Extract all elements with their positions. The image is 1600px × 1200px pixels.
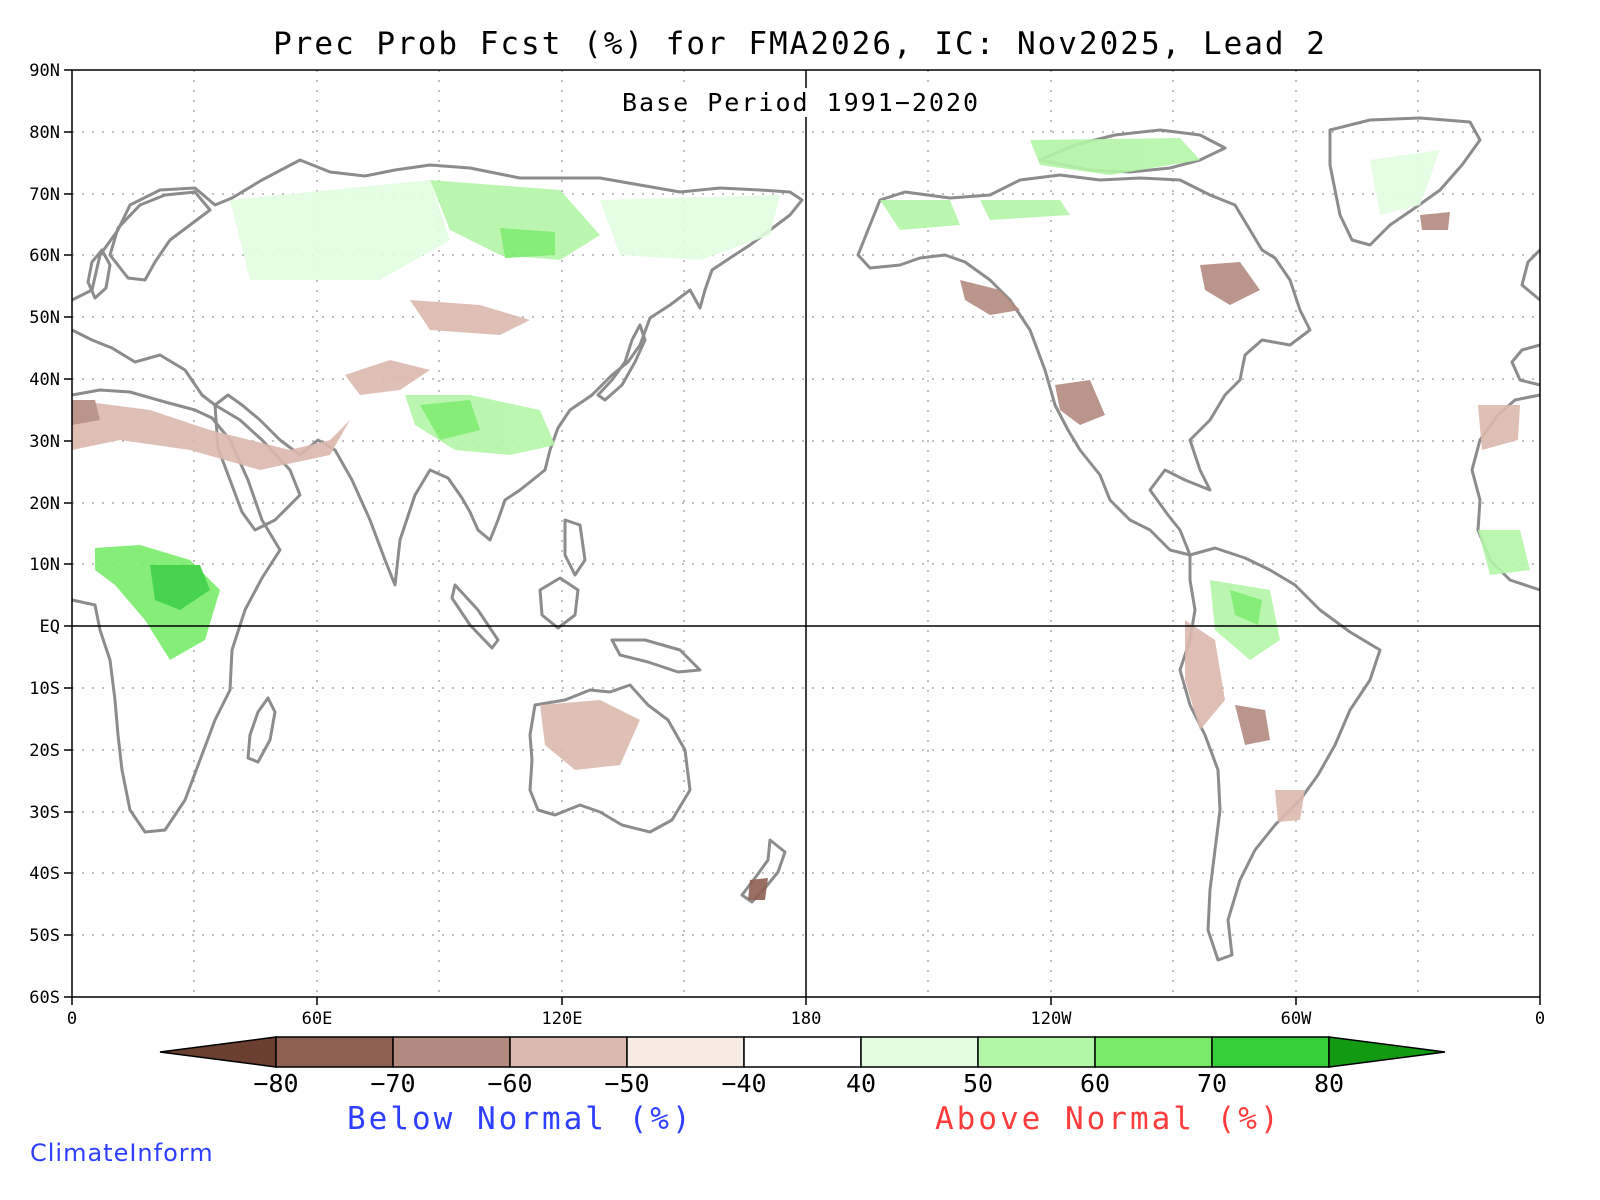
colorbar-swatch-4 bbox=[626, 1036, 745, 1068]
borneo-outline bbox=[538, 576, 580, 630]
lon-tick-label: 60E bbox=[302, 1009, 333, 1029]
colorbar-swatch-9 bbox=[1211, 1036, 1330, 1068]
britain-outline bbox=[86, 248, 112, 300]
lat-tick-label: 50N bbox=[29, 308, 60, 328]
below-normal-patches bbox=[72, 212, 1520, 900]
map-subtitle: Base Period 1991−2020 bbox=[620, 88, 983, 117]
anomaly-shading bbox=[72, 138, 1530, 900]
lat-tick-label: 50S bbox=[29, 926, 60, 946]
lat-tick-label: 20S bbox=[29, 741, 60, 761]
lon-tick-label: 180 bbox=[791, 1009, 822, 1029]
lat-tick-label: EQ bbox=[40, 617, 60, 637]
colorbar bbox=[159, 1036, 1446, 1068]
colorbar-swatch-8 bbox=[1094, 1036, 1213, 1068]
colorbar-swatch-5 bbox=[743, 1036, 862, 1068]
colorbar-tick-label: 50 bbox=[963, 1069, 993, 1098]
lon-tick-label: 0 bbox=[1535, 1009, 1545, 1029]
land-outlines bbox=[71, 116, 1542, 962]
lat-tick-label: 80N bbox=[29, 123, 60, 143]
africa-outline bbox=[71, 388, 282, 834]
above-normal-label: Above Normal (%) bbox=[935, 1101, 1282, 1137]
credit-label: ClimateInform bbox=[30, 1139, 214, 1167]
lon-axis: 0 60E 120E 180 120W 60W 0 bbox=[67, 997, 1545, 1029]
north-america-outline bbox=[856, 173, 1312, 557]
lon-tick-label: 0 bbox=[67, 1009, 77, 1029]
lat-tick-label: 10S bbox=[29, 679, 60, 699]
colorbar-tick-label: 40 bbox=[846, 1069, 876, 1098]
madagascar-outline bbox=[246, 696, 277, 764]
arabia-outline bbox=[213, 403, 302, 532]
iberia-edge-outline bbox=[1510, 343, 1541, 387]
colorbar-tick-label: 80 bbox=[1314, 1069, 1344, 1098]
lat-tick-label: 10N bbox=[29, 555, 60, 575]
new-guinea-outline bbox=[610, 638, 702, 674]
colorbar-tick-label: −40 bbox=[721, 1069, 766, 1098]
lat-tick-label: 30N bbox=[29, 432, 60, 452]
lat-tick-label: 90N bbox=[29, 61, 60, 81]
colorbar-swatch-6 bbox=[860, 1036, 979, 1068]
lat-axis: 90N 80N 70N 60N 50N 40N 30N 20N 10N EQ 1… bbox=[29, 61, 72, 1008]
colorbar-swatch-1 bbox=[275, 1036, 394, 1068]
colorbar-swatch-2 bbox=[392, 1036, 511, 1068]
colorbar-swatch-0 bbox=[159, 1036, 277, 1068]
colorbar-tick-label: 70 bbox=[1197, 1069, 1227, 1098]
new-zealand-outline bbox=[740, 838, 787, 904]
japan-outline bbox=[596, 323, 647, 402]
colorbar-tick-label: −80 bbox=[253, 1069, 298, 1098]
below-normal-label: Below Normal (%) bbox=[347, 1101, 694, 1137]
lat-tick-label: 30S bbox=[29, 803, 60, 823]
map-area bbox=[71, 69, 1542, 998]
lat-tick-label: 20N bbox=[29, 494, 60, 514]
colorbar-swatch-7 bbox=[977, 1036, 1096, 1068]
lat-tick-label: 40S bbox=[29, 864, 60, 884]
britain-edge-outline bbox=[1520, 248, 1542, 302]
scandinavia-outline bbox=[108, 190, 212, 282]
colorbar-swatch-10 bbox=[1328, 1036, 1446, 1068]
australia-outline bbox=[528, 683, 692, 834]
colorbar-labels: −80 −70 −60 −50 −40 40 50 60 70 80 bbox=[253, 1069, 1344, 1098]
lon-tick-label: 120W bbox=[1031, 1009, 1073, 1029]
lat-tick-label: 60N bbox=[29, 246, 60, 266]
colorbar-tick-label: −60 bbox=[487, 1069, 532, 1098]
above-normal-patches bbox=[95, 138, 1530, 660]
colorbar-tick-label: −70 bbox=[370, 1069, 415, 1098]
map-title: Prec Prob Fcst (%) for FMA2026, IC: Nov2… bbox=[273, 26, 1327, 62]
lat-tick-label: 70N bbox=[29, 185, 60, 205]
colorbar-swatch-3 bbox=[509, 1036, 628, 1068]
greenland-outline bbox=[1328, 116, 1482, 247]
colorbar-tick-label: −50 bbox=[604, 1069, 649, 1098]
lat-tick-label: 40N bbox=[29, 370, 60, 390]
lon-tick-label: 120E bbox=[542, 1009, 583, 1029]
colorbar-tick-label: 60 bbox=[1080, 1069, 1110, 1098]
lon-tick-label: 60W bbox=[1281, 1009, 1312, 1029]
lat-tick-label: 60S bbox=[29, 988, 60, 1008]
philippines-outline bbox=[563, 518, 587, 577]
sumatra-outline bbox=[450, 583, 500, 650]
south-america-outline bbox=[1178, 546, 1382, 962]
